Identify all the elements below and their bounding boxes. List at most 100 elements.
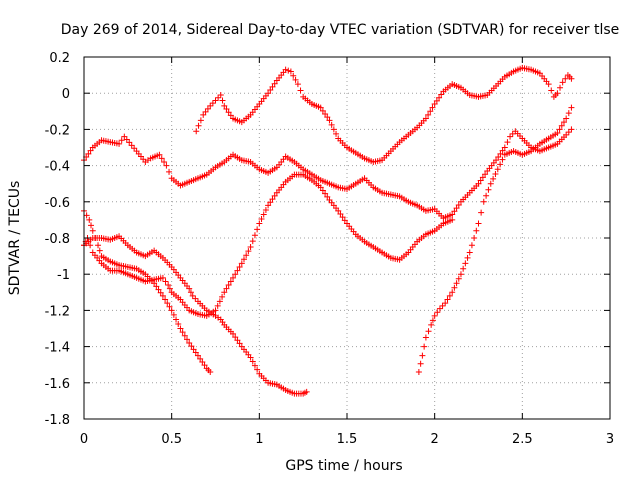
data-point (214, 302, 221, 309)
data-point (464, 254, 471, 261)
data-point (417, 360, 424, 367)
data-point (548, 87, 555, 94)
data-point (451, 284, 458, 291)
data-point (267, 87, 274, 94)
data-point (247, 244, 254, 251)
data-point (557, 84, 564, 91)
chart-title: Day 269 of 2014, Sidereal Day-to-day VTE… (61, 22, 620, 38)
data-point (247, 354, 254, 361)
data-point (433, 97, 440, 104)
data-point (457, 271, 464, 278)
data-point (162, 296, 169, 303)
data-point (504, 139, 511, 146)
data-point (194, 352, 201, 359)
data-point (87, 147, 94, 154)
data-point (558, 122, 565, 129)
y-tick-label: -1 (57, 268, 70, 283)
data-markers (81, 64, 575, 397)
x-tick-label: 2 (431, 432, 439, 447)
data-point (494, 166, 501, 173)
y-tick-label: 0 (62, 87, 70, 102)
x-tick-label: 0 (80, 432, 88, 447)
data-point (92, 235, 99, 241)
data-point (442, 300, 449, 307)
data-point (216, 298, 223, 305)
data-point (187, 289, 194, 296)
y-tick-label: -0.4 (45, 160, 70, 175)
x-tick-label: 1.5 (337, 432, 358, 447)
data-point (254, 226, 261, 233)
data-point (265, 202, 272, 209)
data-point (188, 343, 195, 350)
data-point (207, 368, 214, 375)
data-point (497, 161, 504, 168)
data-point (165, 282, 172, 289)
data-point (234, 337, 241, 344)
data-point (453, 205, 460, 212)
data-point (554, 130, 561, 137)
data-point (190, 346, 197, 353)
data-point (455, 275, 462, 282)
axis-ticks (83, 56, 611, 420)
data-point (201, 362, 208, 369)
data-point (495, 154, 502, 161)
y-tick-label: -1.8 (45, 413, 70, 428)
data-point (95, 242, 102, 249)
data-point (249, 238, 256, 245)
data-point (155, 286, 162, 293)
data-point (425, 111, 432, 118)
data-point (449, 211, 456, 218)
x-tick-labels: 0 0.5 1 1.5 2 2.5 3 (80, 432, 614, 447)
data-point (487, 180, 494, 187)
data-point (453, 280, 460, 287)
data-point (322, 190, 329, 197)
data-point (251, 362, 258, 369)
data-point (269, 83, 276, 90)
data-point (326, 117, 333, 124)
data-point (87, 242, 94, 249)
data-point (292, 76, 299, 83)
data-point (219, 293, 226, 300)
data-point (86, 216, 93, 223)
data-point (209, 100, 216, 107)
data-point (429, 317, 436, 324)
data-point (192, 349, 199, 356)
data-point (444, 296, 451, 303)
data-point (267, 199, 274, 206)
data-point (236, 340, 243, 347)
data-point (162, 278, 169, 285)
data-point (422, 334, 429, 341)
data-point (560, 119, 567, 126)
data-point (181, 332, 188, 339)
data-point (207, 102, 214, 109)
data-point (199, 358, 206, 365)
data-point (471, 235, 478, 241)
data-point (192, 295, 199, 302)
data-point (219, 97, 226, 104)
y-tick-label: -0.8 (45, 232, 70, 247)
data-point (507, 133, 514, 140)
data-point (324, 193, 331, 200)
data-point (116, 140, 123, 147)
data-point (485, 186, 492, 193)
data-point (200, 111, 207, 118)
data-point (468, 242, 475, 249)
data-point (251, 232, 258, 239)
data-point (324, 114, 331, 121)
data-point (554, 90, 561, 97)
data-point (164, 300, 171, 307)
data-point (161, 158, 168, 165)
data-point (265, 90, 272, 97)
data-point (439, 302, 446, 309)
data-point (159, 274, 166, 281)
data-point (337, 211, 344, 218)
data-point (565, 110, 572, 117)
data-point (227, 112, 234, 119)
data-point (431, 101, 438, 108)
data-point (238, 260, 245, 267)
data-point (341, 217, 348, 224)
data-point (260, 211, 267, 218)
data-point (428, 321, 435, 328)
data-point (446, 292, 453, 299)
